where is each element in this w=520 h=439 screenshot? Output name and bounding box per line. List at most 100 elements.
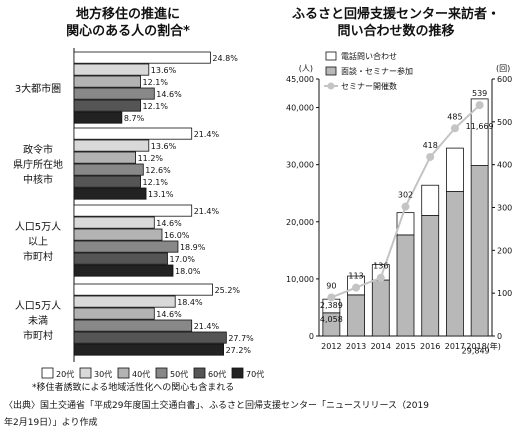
seminar-point-label: 302 — [398, 191, 413, 200]
left-bar — [73, 87, 155, 100]
left-bar-value-label: 14.6% — [156, 310, 182, 319]
left-group-label: 3大都市圏 — [15, 82, 61, 95]
left-group-label: 県庁所在地 — [13, 158, 63, 171]
seminar-point-label: 418 — [423, 141, 438, 150]
left-bar-value-label: 12.1% — [143, 102, 169, 111]
right-x-tick-label: 2014 — [371, 342, 391, 351]
left-bar-value-label: 27.7% — [228, 334, 254, 343]
legend-swatch-meeting — [325, 66, 337, 76]
right-bar-meeting — [396, 234, 415, 337]
left-bar-value-label: 12.1% — [143, 78, 169, 87]
right-x-tick-label: 2012 — [321, 342, 341, 351]
left-group-label: 未満 — [28, 315, 48, 327]
right-bar-meeting — [371, 279, 390, 337]
right-ytick-left-label: 45,000 — [286, 75, 314, 84]
right-bar-phone — [421, 184, 440, 216]
left-bar-value-label: 13.1% — [148, 190, 174, 199]
seminar-point — [426, 152, 435, 161]
left-bar — [73, 319, 193, 332]
right-ytick-right-label: 100 — [497, 289, 512, 298]
left-bar — [73, 204, 193, 217]
legend-label-meeting: 面談・セミナー参加 — [341, 66, 413, 76]
left-bar — [73, 111, 123, 124]
left-title-line: 関心のある人の割合* — [66, 23, 190, 39]
seminar-point — [327, 293, 336, 302]
left-legend-swatch — [79, 367, 92, 379]
left-bar — [73, 216, 155, 229]
left-legend-label: 70代 — [246, 369, 264, 379]
left-legend-label: 40代 — [132, 369, 150, 379]
right-ytick-left-label: 20,000 — [286, 218, 314, 227]
left-bar — [73, 187, 147, 200]
seminar-point-label: 113 — [348, 272, 363, 281]
left-legend-swatch — [117, 367, 130, 379]
left-bar-value-label: 27.2% — [226, 346, 252, 355]
right-bar-meeting — [470, 165, 489, 337]
legend-label-seminar: セミナー開催数 — [341, 81, 397, 91]
right-title-line: ふるさと回帰支援センター来訪者・ — [292, 6, 500, 22]
left-legend-label: 30代 — [94, 369, 112, 379]
right-ytick-right-label: 0 — [497, 332, 502, 341]
right-ytick-right-label: 400 — [497, 161, 512, 170]
meeting-label-2012: 4,058 — [320, 315, 343, 324]
left-bar — [73, 252, 168, 265]
left-legend-label: 50代 — [170, 369, 188, 379]
seminar-point-label: 539 — [472, 89, 487, 98]
left-bar — [73, 75, 141, 88]
left-bar — [73, 175, 141, 188]
phone-label-2012: 2,389 — [320, 301, 343, 310]
left-bar — [73, 295, 176, 308]
right-x-tick-label: 2017 — [445, 342, 465, 351]
left-group-label: 市町村 — [23, 329, 53, 342]
left-bar — [73, 228, 163, 241]
left-group-label: 中核市 — [23, 173, 53, 186]
right-ytick-right-label: 600 — [497, 75, 512, 84]
left-bar-value-label: 25.2% — [215, 286, 241, 295]
left-bar — [73, 264, 174, 277]
left-bar — [73, 240, 179, 253]
left-bar — [73, 307, 155, 320]
left-bar — [73, 139, 150, 152]
right-ytick-left-label: 40,000 — [286, 104, 314, 113]
left-bar — [73, 99, 141, 112]
right-chart-title: ふるさと回帰支援センター来訪者・問い合わせ数の推移 — [292, 6, 500, 39]
left-legend: 20代 30代 40代 50代 60代 70代 — [41, 367, 264, 379]
right-x-tick-label: 2016 — [420, 342, 440, 351]
right-x-tick-label: 2018(年) — [466, 341, 501, 351]
left-legend-swatch — [231, 367, 244, 379]
left-bar-value-label: 18.9% — [180, 243, 206, 252]
left-legend-swatch — [155, 367, 168, 379]
left-bar-value-label: 8.7% — [124, 114, 145, 123]
left-bar — [73, 63, 150, 76]
left-group-label: 人口5万人 — [15, 221, 61, 233]
right-bar-phone — [470, 98, 489, 166]
right-ytick-left-label: 10,000 — [286, 275, 314, 284]
left-legend-label: 60代 — [208, 369, 226, 379]
right-ytick-right-label: 200 — [497, 246, 512, 255]
left-legend-swatch — [41, 367, 54, 379]
left-bar-value-label: 11.2% — [138, 154, 164, 163]
seminar-point — [450, 124, 459, 133]
left-legend-swatch — [193, 367, 206, 379]
left-bar-value-label: 14.6% — [156, 90, 182, 99]
left-bar-value-label: 16.0% — [164, 231, 190, 240]
phone-label-2018: 11,669 — [466, 122, 494, 131]
right-ylabel-left: (人) — [299, 64, 313, 73]
left-bar — [73, 331, 227, 344]
right-combo-chart: (人) (回) 0 10,000 20,000 30,000 40,000 45,000 0 10… — [286, 64, 512, 356]
seminar-point — [401, 202, 410, 211]
right-bar-meeting — [446, 191, 464, 337]
left-bar-value-label: 18.0% — [175, 267, 201, 276]
left-legend-label: 20代 — [56, 369, 74, 379]
legend-swatch-phone — [325, 51, 337, 61]
legend-marker-seminar — [327, 82, 335, 90]
left-bar-value-label: 13.6% — [151, 66, 177, 75]
left-bar — [73, 163, 144, 176]
right-bar-meeting — [421, 215, 440, 337]
left-group-label: 市町村 — [23, 250, 53, 263]
seminar-point — [376, 273, 385, 282]
right-x-tick-label: 2015 — [395, 342, 415, 351]
